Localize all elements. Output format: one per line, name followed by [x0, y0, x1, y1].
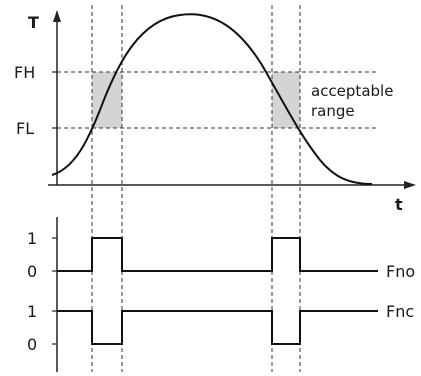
fl-label: FL — [16, 119, 34, 138]
acceptable-range-band-falling — [272, 72, 300, 128]
acceptable-range-label-line2: range — [311, 102, 355, 120]
x-axis-label: t — [395, 195, 403, 214]
fno-signal — [57, 237, 378, 272]
fno-signal-label: Fno — [386, 262, 415, 281]
fno-one-label: 1 — [27, 229, 37, 248]
fnc-one-label: 1 — [27, 302, 37, 321]
fh-label: FH — [14, 63, 35, 82]
fnc-signal — [57, 310, 378, 345]
acceptable-range-band-rising — [92, 72, 122, 128]
fno-zero-label: 0 — [27, 262, 37, 281]
top-x-axis-arrow — [404, 181, 416, 189]
acceptable-range-label-line1: acceptable — [311, 82, 393, 100]
top-y-axis-arrow — [53, 10, 61, 22]
fnc-signal-label: Fnc — [386, 302, 414, 321]
y-axis-label: T — [28, 13, 39, 32]
fnc-zero-label: 0 — [27, 335, 37, 354]
temperature-curve — [51, 13, 373, 185]
